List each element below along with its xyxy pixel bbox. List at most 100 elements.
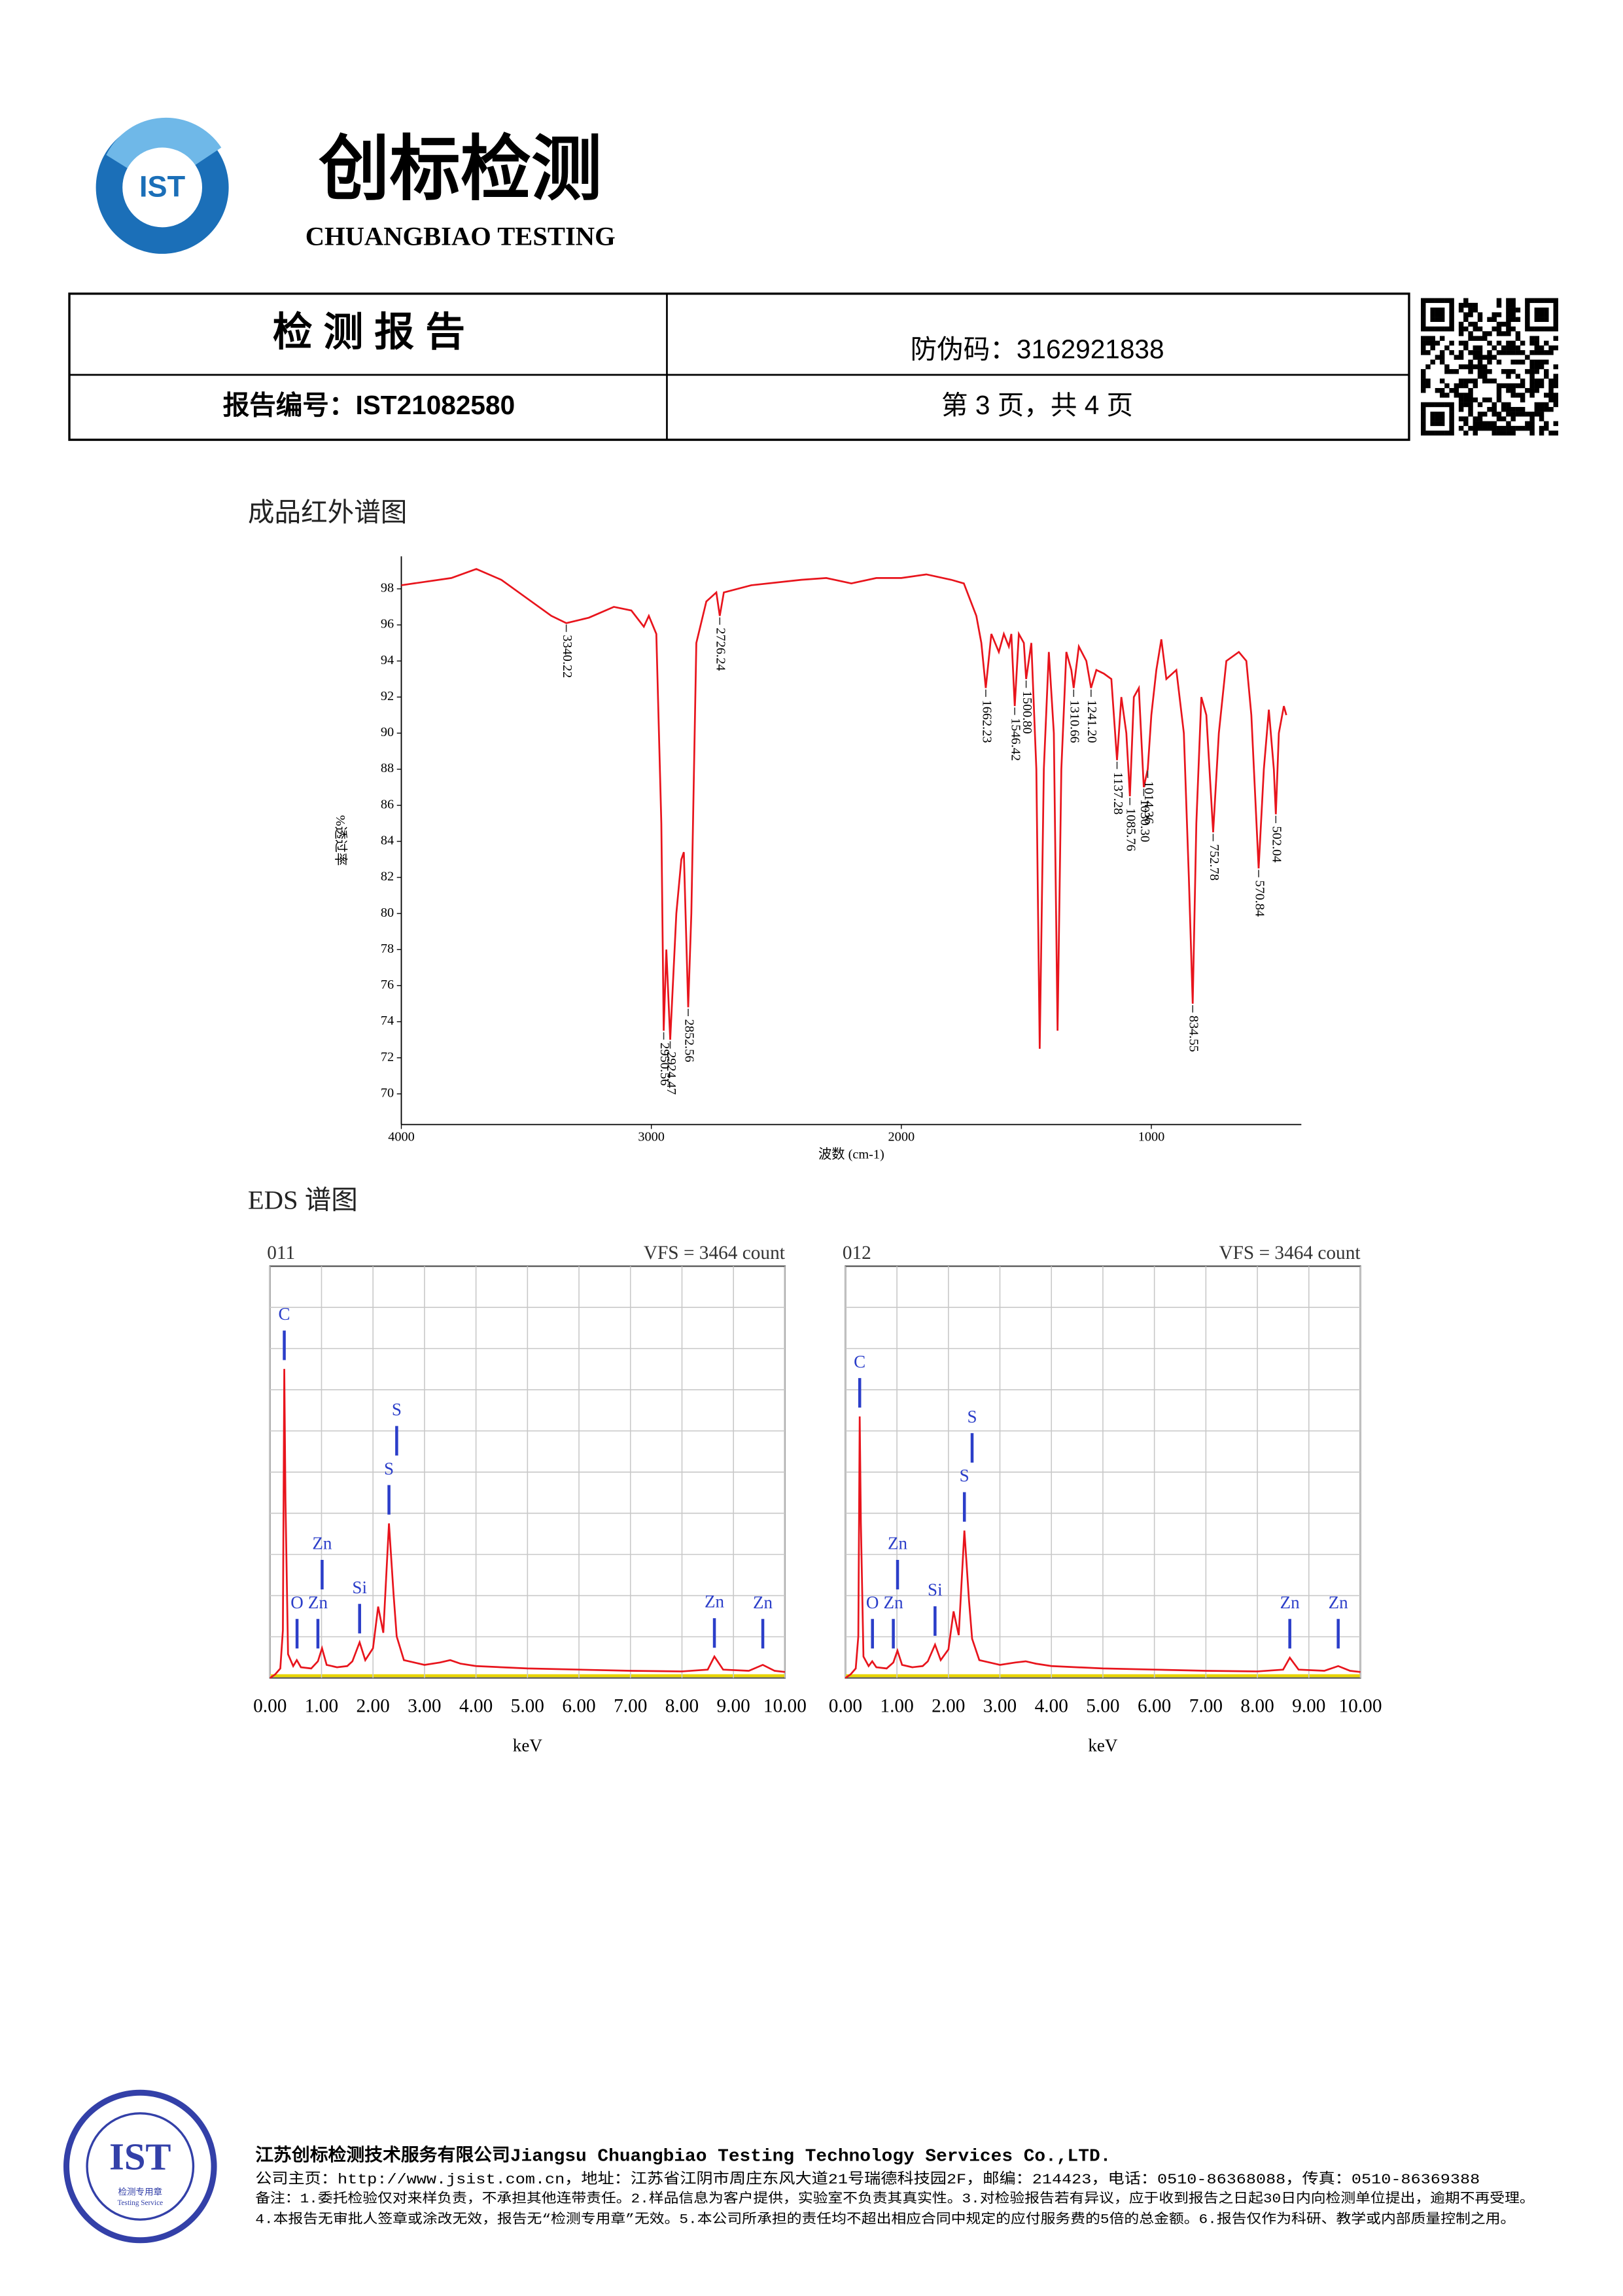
qr-module bbox=[1482, 331, 1488, 336]
qr-module bbox=[1492, 317, 1497, 322]
qr-module bbox=[1444, 326, 1450, 332]
qr-module bbox=[1506, 340, 1511, 346]
qr-module bbox=[1482, 412, 1488, 417]
qr-module bbox=[1496, 393, 1502, 398]
qr-module bbox=[1553, 345, 1558, 351]
qr-module bbox=[1548, 397, 1554, 402]
qr-module bbox=[1473, 336, 1478, 341]
qr-module bbox=[1529, 425, 1535, 431]
qr-module bbox=[1477, 421, 1483, 427]
qr-module bbox=[1468, 364, 1473, 370]
chart-title: 成品红外谱图 bbox=[248, 497, 407, 527]
qr-module bbox=[1510, 388, 1516, 393]
qr-module bbox=[1520, 359, 1526, 365]
qr-module bbox=[1506, 312, 1511, 317]
qr-module bbox=[1420, 340, 1426, 346]
qr-module bbox=[1510, 359, 1516, 365]
qr-module bbox=[1539, 412, 1544, 417]
qr-module bbox=[1468, 302, 1473, 308]
qr-module bbox=[1492, 326, 1497, 332]
qr-module bbox=[1534, 359, 1540, 365]
qr-module bbox=[1458, 340, 1464, 346]
qr-module bbox=[1544, 350, 1549, 355]
qr-module bbox=[1463, 397, 1469, 402]
qr-module bbox=[1515, 374, 1521, 379]
qr-module bbox=[1420, 416, 1426, 421]
qr-module bbox=[1425, 364, 1431, 370]
qr-module bbox=[1482, 425, 1488, 431]
qr-module bbox=[1482, 369, 1488, 374]
qr-module bbox=[1430, 312, 1435, 317]
qr-module bbox=[1534, 350, 1540, 355]
qr-module bbox=[1544, 393, 1549, 398]
qr-module bbox=[1553, 364, 1558, 370]
qr-module bbox=[1510, 369, 1516, 374]
qr-module bbox=[1492, 402, 1497, 408]
qr-module bbox=[1501, 406, 1507, 412]
peak-label: 1085.76 bbox=[1124, 808, 1138, 851]
qr-module bbox=[1463, 345, 1469, 351]
qr-module bbox=[1525, 298, 1530, 304]
qr-module bbox=[1544, 298, 1549, 304]
chart-annotation: VFS = 3464 count bbox=[644, 1243, 785, 1263]
qr-module bbox=[1463, 340, 1469, 346]
qr-module bbox=[1510, 412, 1516, 417]
qr-module bbox=[1539, 317, 1544, 322]
qr-module bbox=[1468, 402, 1473, 408]
qr-module bbox=[1520, 406, 1526, 412]
element-label: O bbox=[290, 1593, 304, 1612]
y-tick-label: 82 bbox=[381, 870, 394, 884]
qr-module bbox=[1539, 378, 1544, 384]
qr-module bbox=[1473, 431, 1478, 436]
qr-module bbox=[1449, 321, 1454, 327]
qr-module bbox=[1492, 412, 1497, 417]
logo-text: IST bbox=[139, 170, 186, 203]
qr-module bbox=[1539, 431, 1544, 436]
qr-module bbox=[1477, 336, 1483, 341]
qr-module bbox=[1534, 298, 1540, 304]
qr-module bbox=[1506, 374, 1511, 379]
qr-module bbox=[1444, 393, 1450, 398]
qr-module bbox=[1473, 350, 1478, 355]
qr-module bbox=[1525, 388, 1530, 393]
qr-module bbox=[1510, 326, 1516, 332]
qr-module bbox=[1420, 345, 1426, 351]
qr-module bbox=[1477, 364, 1483, 370]
qr-module bbox=[1463, 431, 1469, 436]
qr-module bbox=[1444, 364, 1450, 370]
stamp-text: IST bbox=[109, 2135, 171, 2178]
qr-code bbox=[1420, 298, 1558, 436]
qr-module bbox=[1553, 302, 1558, 308]
qr-module bbox=[1444, 402, 1450, 408]
logo: IST bbox=[96, 117, 229, 254]
qr-module bbox=[1529, 383, 1535, 389]
qr-module bbox=[1482, 355, 1488, 360]
qr-module bbox=[1468, 388, 1473, 393]
qr-module bbox=[1515, 336, 1521, 341]
qr-module bbox=[1487, 317, 1492, 322]
qr-module bbox=[1548, 298, 1554, 304]
qr-module bbox=[1463, 378, 1469, 384]
brand-title: 创标检测 bbox=[319, 131, 602, 209]
qr-module bbox=[1439, 317, 1445, 322]
qr-module bbox=[1548, 406, 1554, 412]
qr-module bbox=[1449, 406, 1454, 412]
qr-module bbox=[1544, 317, 1549, 322]
qr-module bbox=[1468, 412, 1473, 417]
qr-module bbox=[1473, 425, 1478, 431]
qr-module bbox=[1544, 421, 1549, 427]
qr-module bbox=[1468, 350, 1473, 355]
y-tick-label: 96 bbox=[381, 617, 394, 631]
qr-module bbox=[1477, 402, 1483, 408]
element-label: Zn bbox=[1280, 1593, 1300, 1612]
qr-module bbox=[1463, 298, 1469, 304]
qr-module bbox=[1425, 326, 1431, 332]
qr-module bbox=[1439, 312, 1445, 317]
qr-module bbox=[1539, 402, 1544, 408]
qr-module bbox=[1529, 393, 1535, 398]
qr-module bbox=[1487, 355, 1492, 360]
qr-module bbox=[1539, 406, 1544, 412]
qr-module bbox=[1439, 431, 1445, 436]
qr-module bbox=[1487, 421, 1492, 427]
qr-module bbox=[1463, 312, 1469, 317]
